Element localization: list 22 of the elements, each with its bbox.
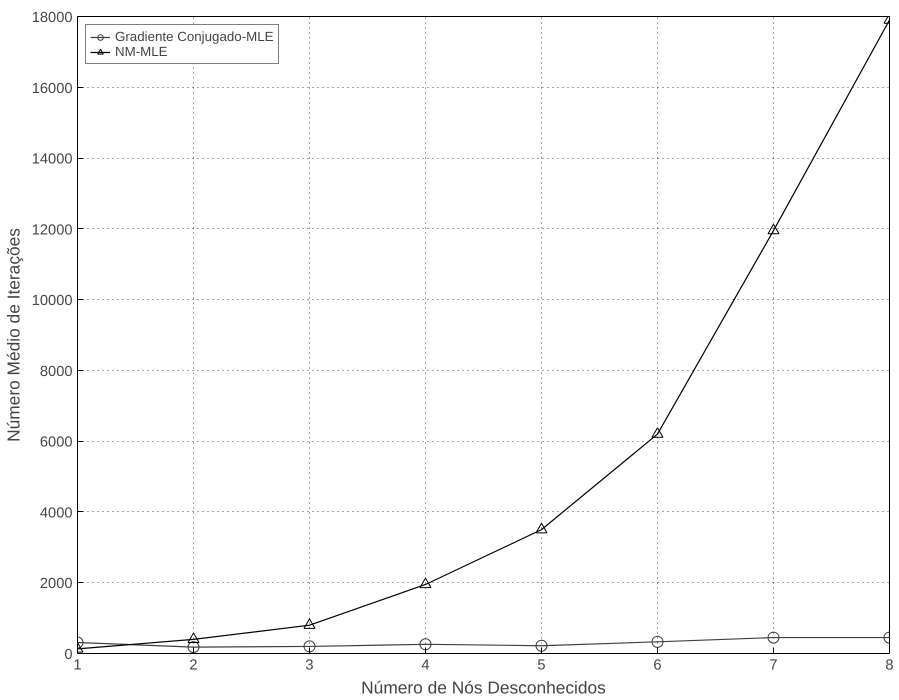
y-tick-label: 16000	[32, 80, 73, 97]
x-tick-label: 8	[885, 658, 894, 674]
y-tick-label: 4000	[40, 505, 73, 522]
legend-label: Gradiente Conjugado-MLE	[115, 29, 274, 44]
x-tick-label: 3	[305, 658, 314, 674]
y-tick-label: 8000	[40, 364, 73, 380]
y-tick-label: 12000	[32, 222, 73, 238]
y-tick-label: 6000	[40, 434, 73, 451]
x-tick-label: 1	[73, 658, 82, 674]
y-tick-label: 10000	[32, 293, 73, 310]
y-tick-label: 18000	[32, 10, 73, 26]
legend-label: NM-MLE	[115, 44, 168, 59]
x-tick-label: 5	[537, 658, 546, 674]
x-tick-label: 7	[769, 658, 778, 674]
x-tick-label: 6	[653, 658, 662, 674]
x-axis-title: Número de Nós Desconhecidos	[361, 678, 606, 698]
y-tick-label: 2000	[40, 576, 73, 592]
x-tick-label: 2	[189, 658, 198, 674]
x-tick-label: 4	[421, 658, 430, 674]
y-tick-label: 14000	[32, 152, 73, 168]
y-axis-title: Número Médio de Iterações	[4, 228, 24, 442]
y-tick-label: 0	[64, 647, 73, 663]
